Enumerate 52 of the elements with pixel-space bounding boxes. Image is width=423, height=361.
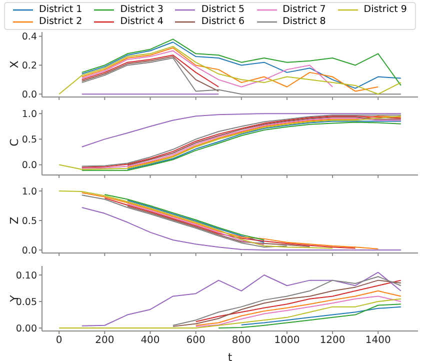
line-series (195, 290, 402, 326)
x-tick-label: 1400 (365, 335, 391, 346)
x-tick-label: 1200 (320, 335, 346, 346)
line-series (81, 113, 402, 148)
line-series (218, 304, 402, 329)
legend-label: District 2 (39, 16, 82, 28)
line-series (81, 207, 402, 251)
line-series (58, 190, 334, 249)
y-tick-label: 0.2 (22, 60, 37, 72)
y-axis-title: C (8, 138, 21, 146)
line-series (240, 306, 402, 326)
y-axis-title: X (8, 60, 21, 68)
y-tick-label: 1.0 (22, 186, 37, 198)
line-series (58, 46, 402, 95)
x-tick-label: 600 (186, 335, 206, 346)
line-series (81, 47, 379, 92)
legend-label: District 6 (201, 16, 245, 28)
line-series (104, 194, 265, 240)
line-series (81, 272, 402, 326)
y-tick-label: 0.0 (22, 160, 37, 172)
x-tick-label: 0 (56, 335, 62, 346)
x-axis-title: t (228, 351, 233, 361)
legend-label: District 3 (120, 4, 164, 16)
y-tick-label: 0.5 (22, 134, 37, 146)
y-axis-title: Z (8, 216, 21, 224)
legend-label: District 1 (39, 4, 82, 16)
x-tick-label: 800 (232, 335, 251, 346)
y-tick-label: 0.00 (16, 323, 37, 334)
x-tick-label: 400 (140, 335, 160, 346)
legend-label: District 9 (364, 4, 407, 16)
line-series (81, 192, 379, 250)
y-tick-label: 0.05 (16, 296, 37, 308)
line-series (126, 206, 310, 247)
y-tick-label: 0.0 (22, 245, 37, 256)
line-series (81, 194, 288, 248)
x-tick-label: 1000 (274, 335, 300, 346)
line-series (58, 298, 402, 329)
x-tick-label: 200 (95, 335, 114, 346)
legend-label: District 7 (282, 4, 326, 16)
legend-label: District 4 (120, 16, 164, 28)
y-tick-label: 0.0 (22, 89, 37, 100)
y-tick-label: 0.5 (22, 216, 37, 227)
y-tick-label: 1.0 (22, 108, 37, 120)
line-series (195, 280, 402, 322)
line-series (195, 296, 402, 327)
legend-label: District 8 (282, 16, 326, 28)
line-series (81, 58, 402, 95)
legend-label: District 5 (201, 4, 245, 16)
y-tick-label: 0.4 (22, 32, 37, 43)
line-series (104, 198, 356, 249)
line-series (81, 50, 334, 88)
y-tick-label: 0.10 (16, 270, 37, 282)
